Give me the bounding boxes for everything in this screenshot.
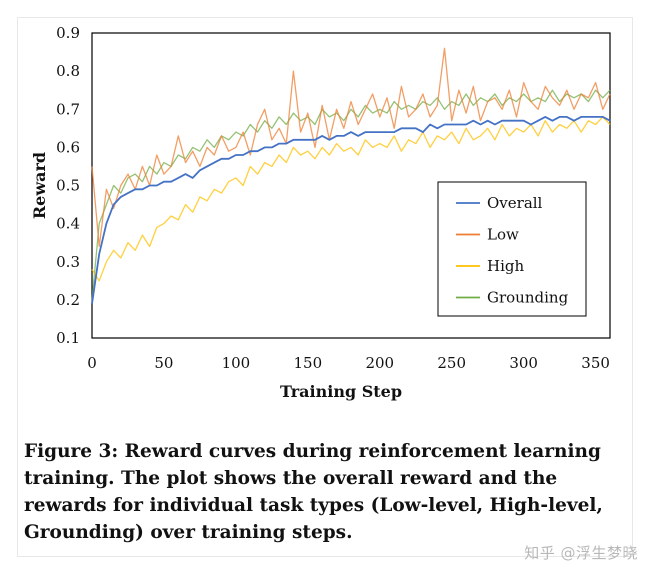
legend: Overall Low High Grounding xyxy=(437,181,587,317)
y-tick-label: 0.2 xyxy=(56,291,80,309)
legend-label-low: Low xyxy=(487,226,519,244)
x-tick-label: 300 xyxy=(509,354,538,372)
x-tick-label: 200 xyxy=(365,354,394,372)
legend-label-overall: Overall xyxy=(487,194,543,212)
reward-chart: 0.1 0.2 0.3 0.4 0.5 0.6 0.7 0.8 0.9 0 50 100 150 200 2… xyxy=(30,24,611,401)
legend-box xyxy=(437,181,587,317)
figure-caption: Figure 3: Reward curves during reinforce… xyxy=(24,441,603,543)
y-tick-label: 0.9 xyxy=(56,24,80,42)
x-tick-label: 250 xyxy=(437,354,466,372)
axes-layer: 0.1 0.2 0.3 0.4 0.5 0.6 0.7 0.8 0.9 0 50 100 150 200 2… xyxy=(30,24,610,401)
x-tick-label: 0 xyxy=(87,354,97,372)
y-tick-label: 0.7 xyxy=(56,100,80,118)
y-tick-label: 0.6 xyxy=(56,138,80,156)
y-tick-label: 0.1 xyxy=(56,329,80,347)
legend-label-grounding: Grounding xyxy=(487,289,569,307)
y-tick-label: 0.4 xyxy=(56,215,80,233)
x-tick-label: 350 xyxy=(581,354,610,372)
x-tick-label: 100 xyxy=(222,354,251,372)
series-line-overall xyxy=(91,116,611,304)
series-line-low xyxy=(91,47,611,248)
series-line-high xyxy=(91,116,611,282)
legend-label-high: High xyxy=(487,257,524,275)
y-axis-title: Reward xyxy=(30,152,49,219)
x-tick-label: 150 xyxy=(294,354,323,372)
series-layer xyxy=(91,47,611,304)
series-line-grounding xyxy=(91,89,611,300)
watermark: 知乎 @浮生梦晓 xyxy=(524,544,638,562)
x-axis-title: Training Step xyxy=(280,382,402,401)
y-tick-label: 0.3 xyxy=(56,253,80,271)
x-tick-label: 50 xyxy=(154,354,173,372)
y-tick-label: 0.8 xyxy=(56,62,80,80)
y-tick-label: 0.5 xyxy=(56,177,80,195)
